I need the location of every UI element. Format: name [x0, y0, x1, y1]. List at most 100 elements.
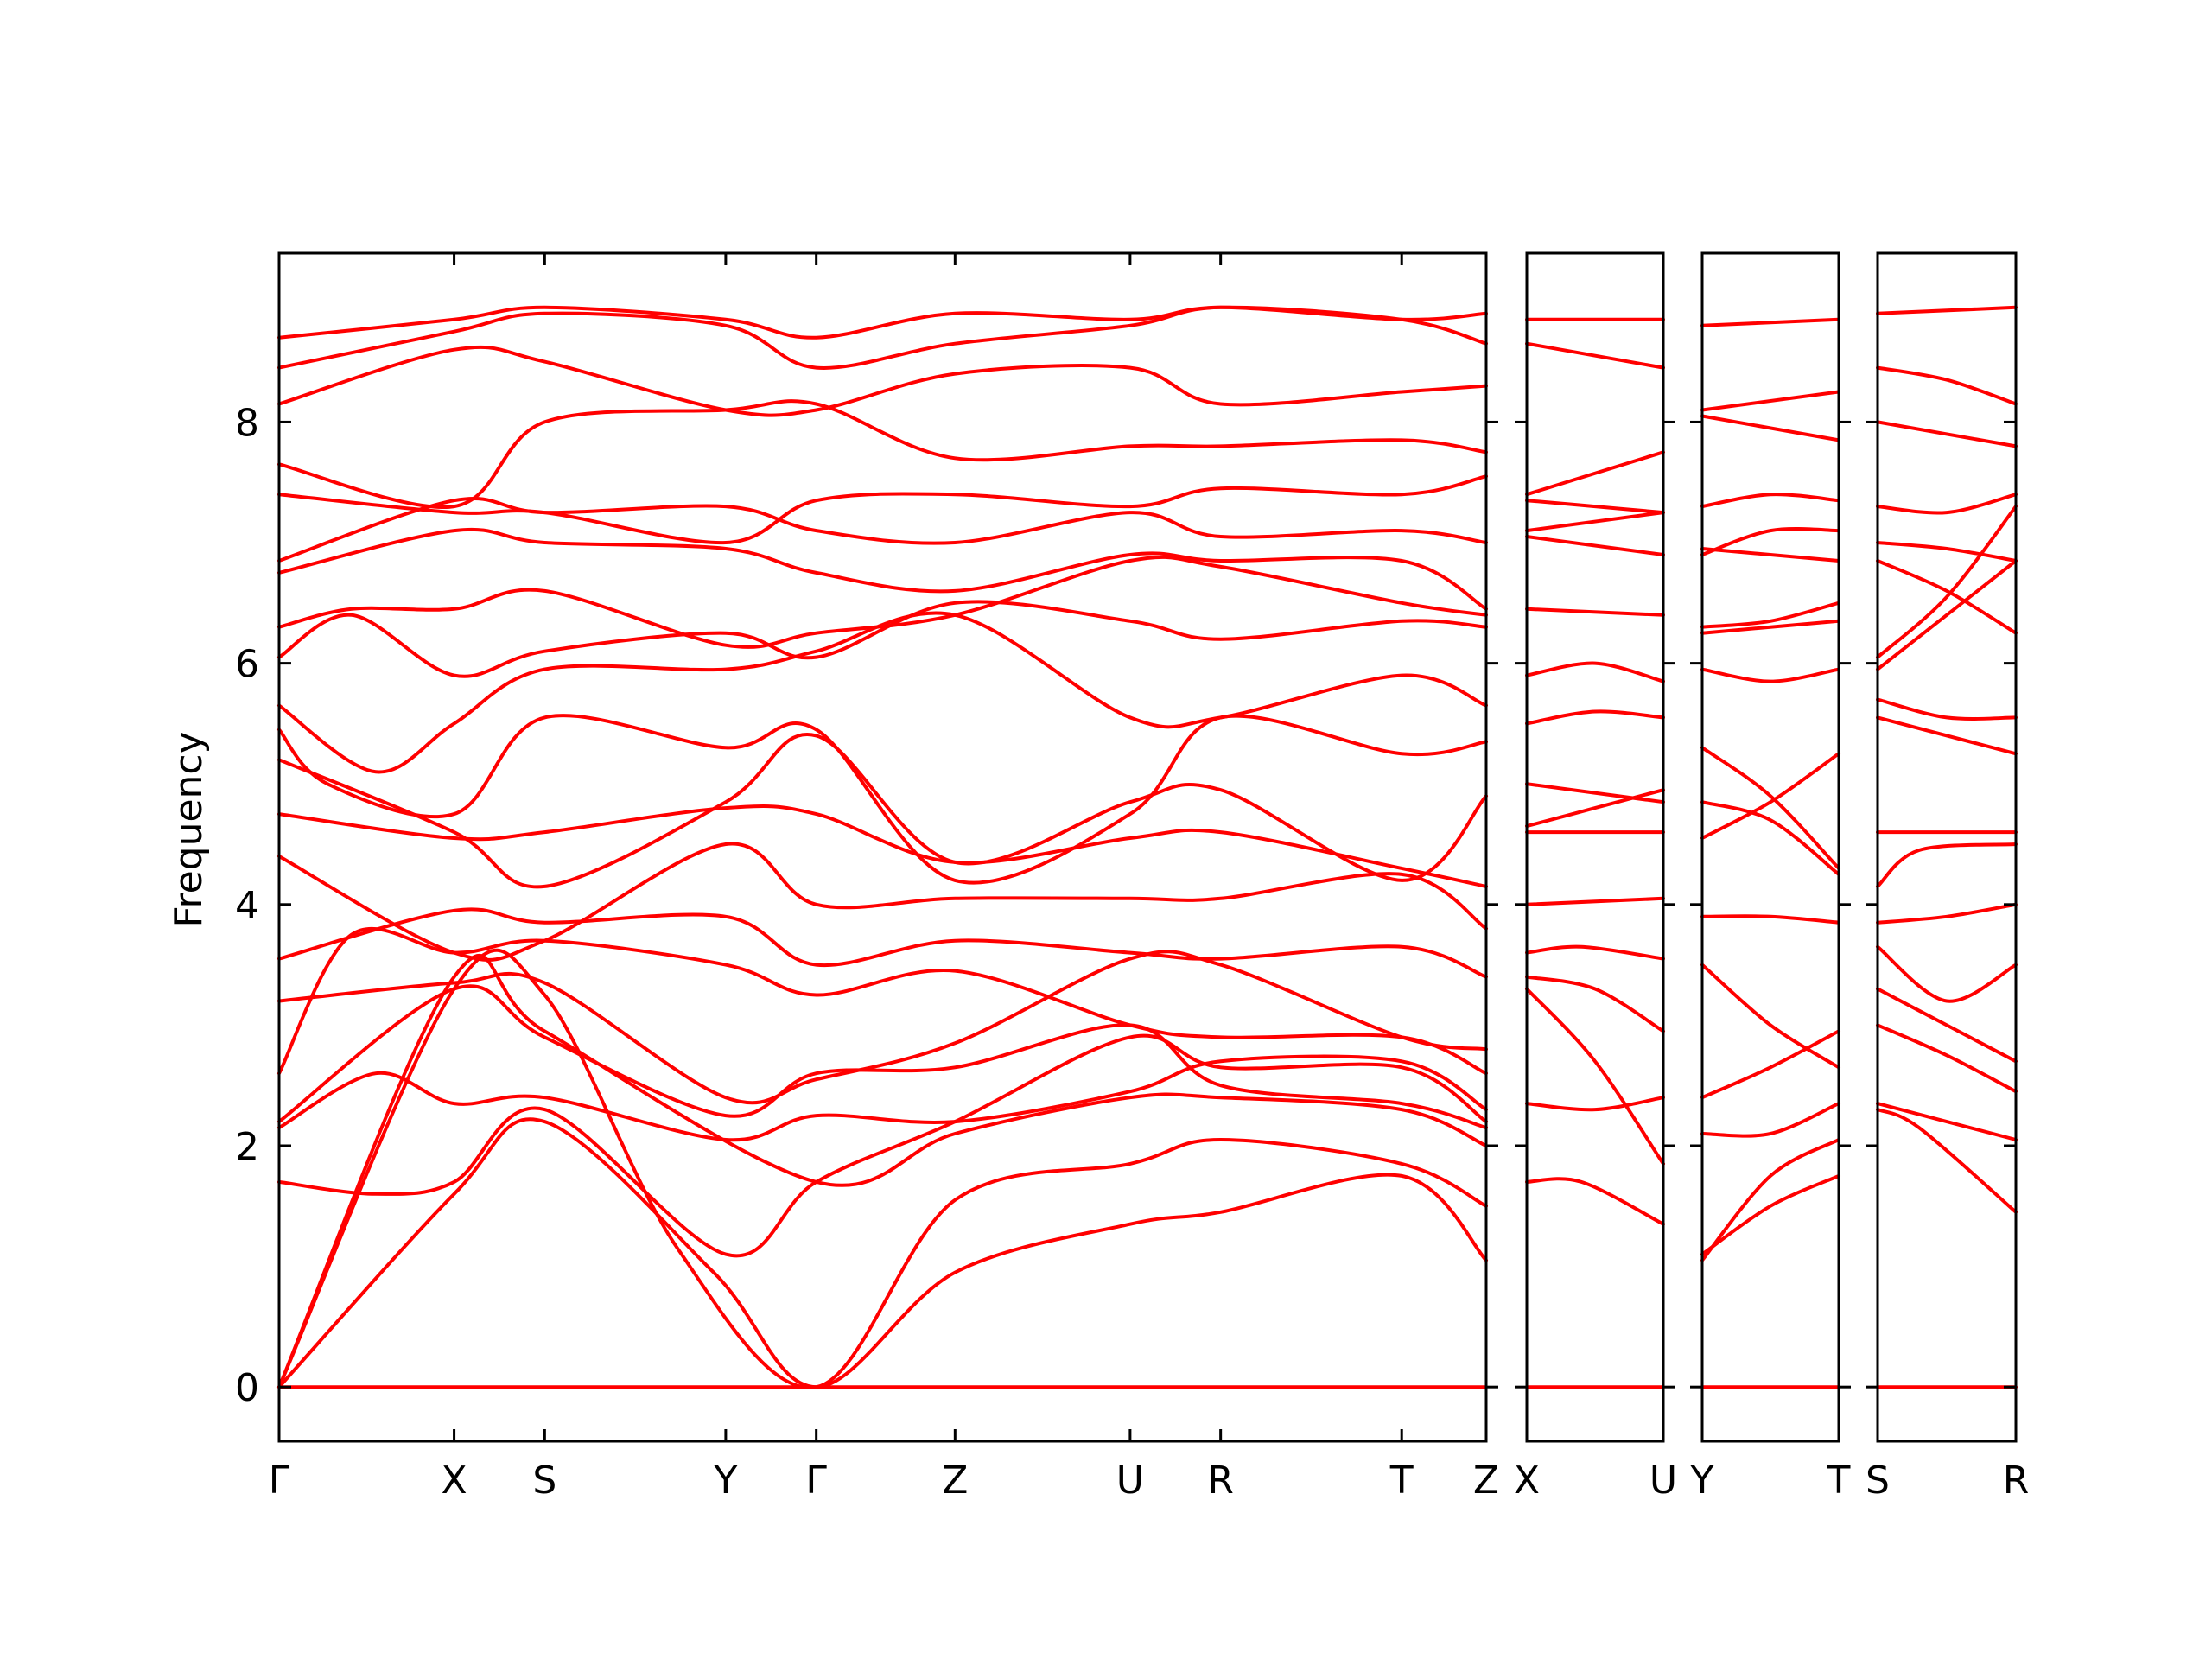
band-line: [1700, 414, 1840, 442]
band-line: [1525, 1096, 1665, 1112]
band-line: [277, 1117, 1488, 1389]
band-line: [277, 1033, 1488, 1258]
band-line: [1700, 963, 1840, 1070]
band-line: [277, 1054, 1488, 1142]
band-line: [1876, 1108, 2018, 1214]
y-axis-label: Frequency: [167, 731, 211, 927]
x-tick-label: U: [1116, 1459, 1144, 1503]
band-line: [1700, 601, 1840, 629]
band-line: [277, 611, 1488, 774]
x-tick-label: T: [1827, 1459, 1851, 1503]
band-line: [1525, 1177, 1665, 1226]
band-line: [1700, 667, 1840, 683]
band-line: [1876, 305, 2018, 315]
band-line: [1700, 390, 1840, 412]
band-line: [1700, 914, 1840, 925]
y-tick-label: 2: [235, 1125, 259, 1169]
band-line: [1700, 619, 1840, 635]
band-line: [1876, 559, 2018, 671]
band-line: [1700, 1102, 1840, 1138]
band-line: [277, 732, 1488, 889]
band-line: [1525, 975, 1665, 1033]
x-tick-label: T: [1389, 1459, 1414, 1503]
band-line: [1700, 1138, 1840, 1262]
band-line: [1876, 365, 2018, 406]
band-line: [1876, 902, 2018, 925]
band-line: [277, 305, 1488, 340]
band-line: [1876, 559, 2018, 635]
band-line: [1876, 1023, 2018, 1094]
band-line: [1700, 493, 1840, 509]
band-line: [1525, 987, 1665, 1166]
x-tick-label: S: [1866, 1459, 1890, 1503]
y-tick-label: 8: [235, 401, 259, 445]
band-line: [1525, 709, 1665, 726]
band-line: [277, 950, 1488, 1105]
x-tick-label: Γ: [805, 1459, 827, 1503]
y-tick-label: 4: [235, 884, 259, 928]
band-line: [1700, 800, 1840, 876]
band-line: [1525, 788, 1665, 829]
band-line: [277, 842, 1488, 962]
x-tick-label: Z: [942, 1459, 968, 1503]
x-tick-label: R: [1207, 1459, 1234, 1503]
band-line: [1700, 547, 1840, 563]
band-line: [1876, 420, 2018, 448]
band-line: [1876, 842, 2018, 888]
band-line: [277, 600, 1488, 678]
band-line: [277, 954, 1488, 1389]
x-tick-label: Y: [1690, 1459, 1714, 1503]
band-line: [1876, 1102, 2018, 1141]
y-tick-label: 6: [235, 643, 259, 687]
band-line: [1525, 511, 1665, 533]
band-line: [1700, 527, 1840, 556]
band-line: [1700, 1029, 1840, 1100]
x-tick-label: Γ: [269, 1459, 290, 1503]
band-line: [1876, 987, 2018, 1064]
panel-frame: [1876, 251, 2018, 1443]
band-line: [277, 527, 1488, 611]
panel-frame: [1525, 251, 1665, 1443]
y-axis: 0 2 4 6 8: [235, 401, 259, 1410]
band-line: [277, 496, 1488, 563]
band-line: [1525, 341, 1665, 370]
band-line: [277, 948, 1488, 1389]
band-line: [1525, 535, 1665, 556]
y-tick-label: 0: [235, 1366, 259, 1410]
band-line: [277, 907, 1488, 979]
x-tick-label: Z: [1473, 1459, 1499, 1503]
band-line: [1876, 493, 2018, 515]
band-line: [1700, 746, 1840, 870]
x-tick-label: X: [1514, 1459, 1540, 1503]
band-line: [277, 926, 1488, 1076]
band-line: [277, 345, 1488, 417]
panel-frame: [277, 251, 1488, 1443]
band-line: [1700, 317, 1840, 327]
band-line: [1876, 541, 2018, 563]
panel-frame: [1700, 251, 1840, 1443]
band-line: [277, 474, 1488, 545]
x-tick-label: U: [1649, 1459, 1677, 1503]
x-tick-label: S: [532, 1459, 556, 1503]
x-tick-label: X: [441, 1459, 467, 1503]
x-tick-label: Y: [713, 1459, 737, 1503]
band-line: [277, 804, 1488, 888]
band-line: [1525, 499, 1665, 515]
band-line: [277, 399, 1488, 510]
band-line: [1525, 896, 1665, 906]
band-line: [1525, 782, 1665, 804]
band-line: [1876, 697, 2018, 721]
band-line: [1525, 607, 1665, 617]
band-line: [1876, 944, 2018, 1003]
band-line: [1525, 450, 1665, 497]
band-line: [1700, 1173, 1840, 1256]
band-line: [277, 555, 1488, 649]
band-line: [1876, 715, 2018, 756]
band-line: [277, 305, 1488, 370]
band-line: [1876, 505, 2018, 659]
